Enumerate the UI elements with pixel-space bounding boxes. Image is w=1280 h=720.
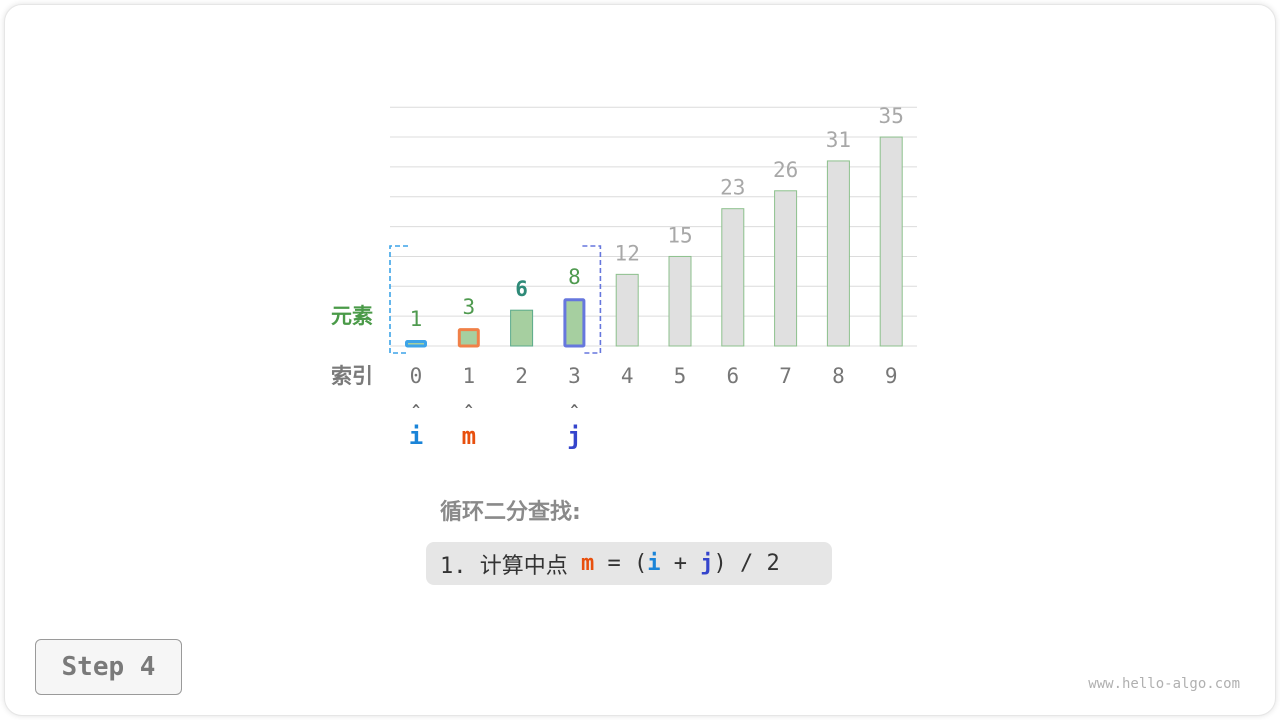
canvas-frame	[4, 4, 1276, 716]
index-label: 3	[568, 364, 581, 388]
value-label: 3	[462, 295, 475, 319]
index-label: 7	[779, 364, 792, 388]
index-label: 0	[410, 364, 423, 388]
pointer-m: m	[462, 422, 476, 450]
formula-eq: = (	[594, 551, 648, 576]
value-label: 23	[720, 176, 745, 200]
pointer-arrow-icon: ^	[412, 403, 420, 418]
formula-suffix: ) / 2	[713, 551, 780, 576]
pointer-arrow-icon: ^	[570, 403, 578, 418]
value-label: 8	[568, 265, 581, 289]
value-label: 26	[773, 158, 798, 182]
index-label: 1	[462, 364, 475, 388]
bar	[879, 136, 903, 347]
bar	[563, 298, 586, 348]
bar	[721, 208, 745, 347]
row-label-index: 索引	[331, 364, 373, 388]
formula-i: i	[647, 551, 661, 576]
index-label: 5	[674, 364, 687, 388]
index-label: 2	[515, 364, 528, 388]
formula-box: 1. 计算中点 m = (i + j) / 2	[426, 542, 832, 585]
formula-m: m	[580, 551, 595, 576]
bar	[405, 340, 427, 348]
bar	[668, 255, 692, 347]
bar	[826, 160, 850, 347]
index-label: 9	[885, 364, 898, 388]
value-label: 15	[667, 223, 692, 247]
bar	[510, 309, 534, 347]
value-label: 6	[515, 277, 528, 301]
value-label: 1	[410, 307, 423, 331]
step-button[interactable]: Step 4	[35, 639, 182, 695]
pointer-arrow-icon: ^	[465, 403, 473, 418]
bar	[774, 190, 798, 347]
formula-j: j	[700, 551, 714, 576]
value-label: 12	[615, 241, 640, 265]
index-label: 8	[832, 364, 845, 388]
value-label: 31	[826, 128, 851, 152]
bar	[615, 273, 639, 347]
index-label: 4	[621, 364, 634, 388]
watermark: www.hello-algo.com	[1088, 676, 1240, 692]
range-bracket-left	[389, 245, 408, 354]
bar	[457, 328, 480, 348]
index-label: 6	[726, 364, 739, 388]
caption-title: 循环二分查找:	[440, 500, 581, 525]
formula-plus: +	[660, 551, 701, 576]
pointer-j: j	[567, 422, 581, 450]
range-bracket-right	[582, 245, 602, 354]
pointer-i: i	[409, 422, 423, 450]
value-label: 35	[879, 104, 904, 128]
row-label-elements: 元素	[331, 304, 373, 328]
formula-prefix: 1. 计算中点	[440, 553, 581, 579]
